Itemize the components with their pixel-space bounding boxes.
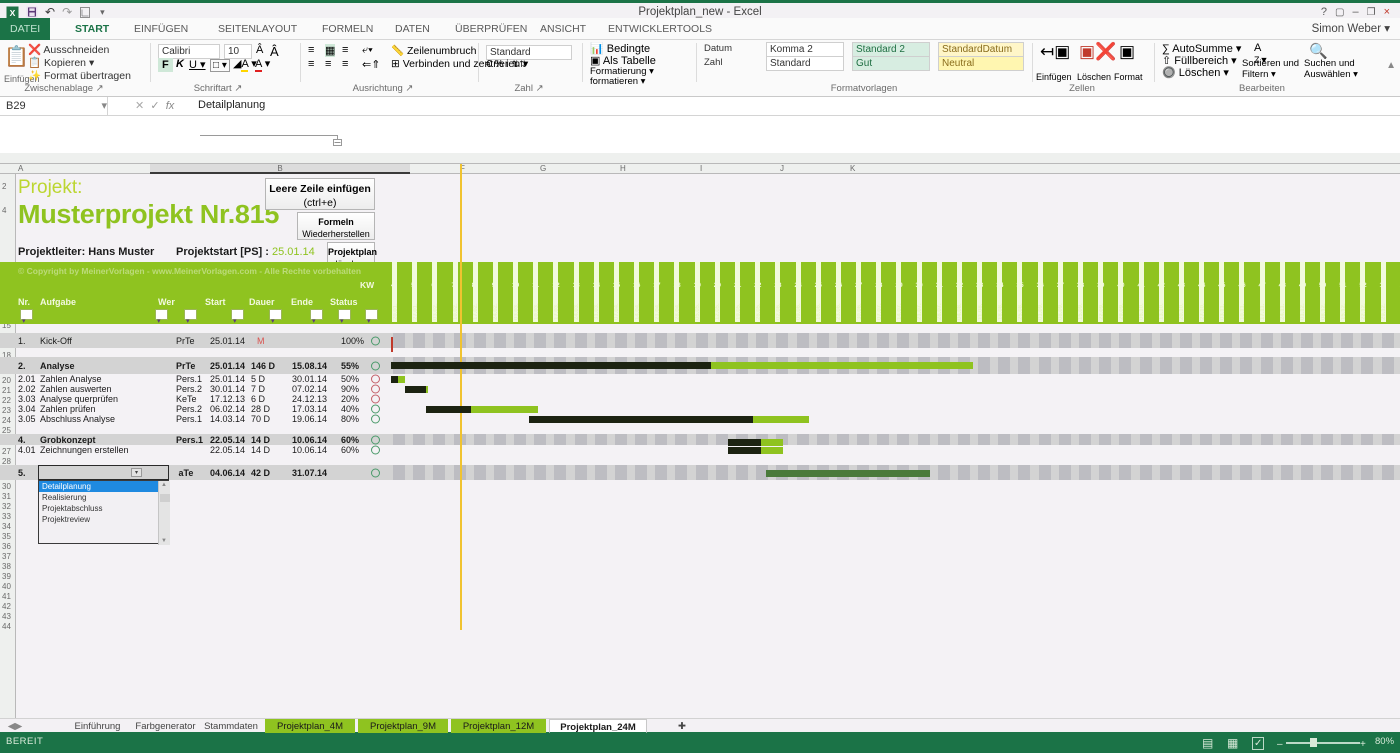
svg-text:X: X [10, 8, 16, 18]
